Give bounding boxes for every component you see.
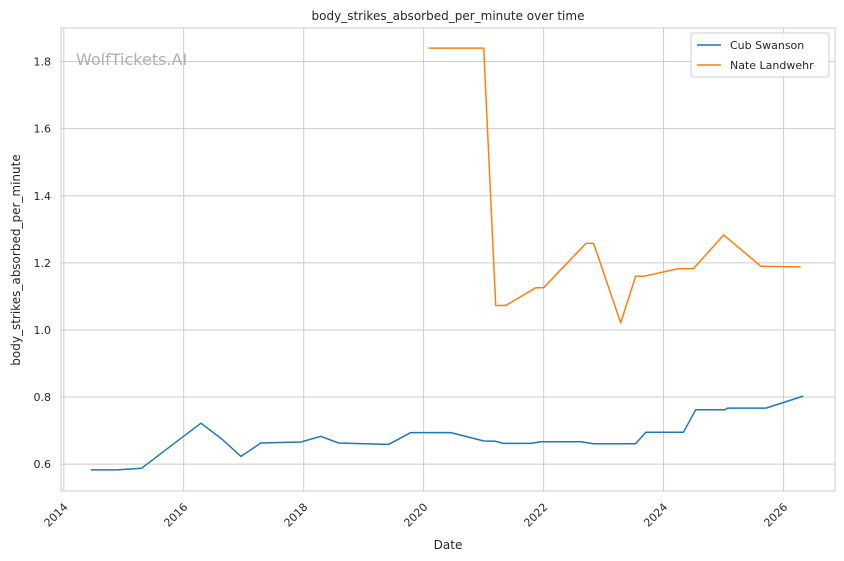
- y-tick-label: 1.4: [34, 190, 52, 203]
- series-line-nate-landwehr: [428, 47, 801, 324]
- y-tick-label: 1.8: [34, 56, 52, 69]
- series-lines: [90, 47, 804, 471]
- y-tick-label: 1.6: [34, 123, 52, 136]
- chart-title: body_strikes_absorbed_per_minute over ti…: [312, 9, 585, 23]
- legend: Cub Swanson Nate Landwehr: [690, 32, 830, 78]
- y-axis: 0.6 0.8 1.0 1.2 1.4 1.6 1.8: [34, 56, 52, 472]
- y-tick-label: 1.0: [34, 324, 52, 337]
- series-line-cub-swanson: [90, 395, 804, 471]
- watermark: WolfTickets.AI: [76, 50, 187, 69]
- legend-label: Cub Swanson: [730, 39, 804, 52]
- x-axis-label: Date: [434, 538, 463, 552]
- legend-box: [690, 32, 830, 78]
- y-tick-label: 0.6: [34, 458, 52, 471]
- legend-label: Nate Landwehr: [730, 59, 814, 72]
- y-tick-label: 0.8: [34, 391, 52, 404]
- y-tick-label: 1.2: [34, 257, 52, 270]
- y-axis-label: body_strikes_absorbed_per_minute: [9, 154, 23, 365]
- plot-frame: [60, 27, 836, 492]
